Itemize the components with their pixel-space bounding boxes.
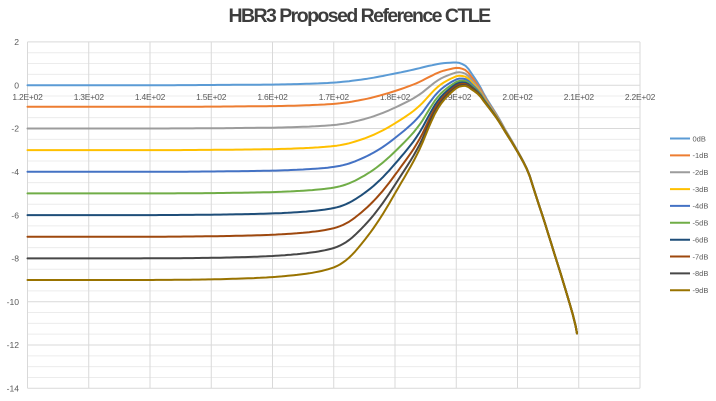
svg-text:-2: -2 [11,124,19,134]
svg-text:1.4E+02: 1.4E+02 [135,92,166,102]
svg-text:2.0E+02: 2.0E+02 [502,92,533,102]
svg-text:-6dB: -6dB [693,236,709,245]
svg-text:1.7E+02: 1.7E+02 [319,92,350,102]
svg-text:0dB: 0dB [693,134,706,143]
svg-text:1.3E+02: 1.3E+02 [74,92,105,102]
svg-text:-9dB: -9dB [693,286,709,295]
svg-text:1.6E+02: 1.6E+02 [257,92,288,102]
svg-text:-6: -6 [11,210,19,220]
svg-text:-2dB: -2dB [693,168,709,177]
svg-text:2.2E+02: 2.2E+02 [625,92,656,102]
svg-text:-7dB: -7dB [693,252,709,261]
svg-text:-4: -4 [11,167,19,177]
svg-text:1.2E+02: 1.2E+02 [12,92,43,102]
svg-text:-4dB: -4dB [693,202,709,211]
svg-text:-12: -12 [7,340,20,350]
svg-text:2.1E+02: 2.1E+02 [564,92,595,102]
svg-text:-5dB: -5dB [693,219,709,228]
svg-text:HBR3 Proposed Reference CTLE: HBR3 Proposed Reference CTLE [228,5,491,27]
svg-text:1.8E+02: 1.8E+02 [380,92,411,102]
svg-text:1.9E+02: 1.9E+02 [441,92,472,102]
svg-text:2: 2 [14,37,19,47]
svg-text:-8: -8 [11,254,19,264]
svg-text:0: 0 [14,80,19,90]
svg-text:-10: -10 [7,297,20,307]
svg-text:-1dB: -1dB [693,151,709,160]
svg-text:-14: -14 [7,384,20,394]
svg-text:-3dB: -3dB [693,185,709,194]
svg-text:1.5E+02: 1.5E+02 [196,92,227,102]
svg-text:-8dB: -8dB [693,269,709,278]
